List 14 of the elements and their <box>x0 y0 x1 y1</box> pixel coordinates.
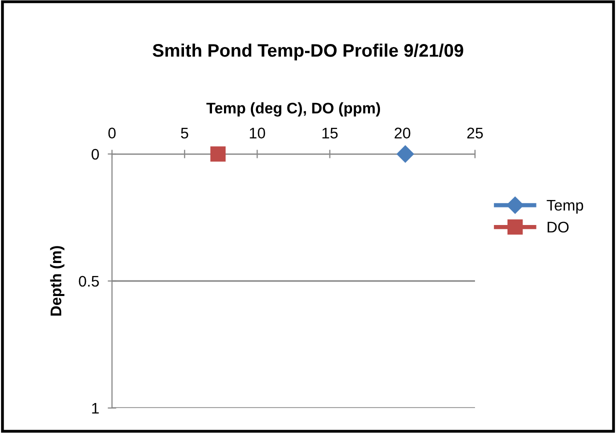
chart-title: Smith Pond Temp-DO Profile 9/21/09 <box>152 44 464 60</box>
x-tick-label: 5 <box>180 128 188 138</box>
y-axis-title: Depth (m) <box>50 246 64 316</box>
x-tick-label: 10 <box>250 128 266 138</box>
x-tick-label: 15 <box>322 128 338 138</box>
y-tick-label: 0.5 <box>78 276 99 287</box>
legend-label: DO <box>548 222 569 233</box>
x-axis-title: Temp (deg C), DO (ppm) <box>206 102 380 117</box>
x-tick-label: 20 <box>394 128 410 138</box>
x-tick-label: 25 <box>467 128 483 138</box>
legend-label: Temp <box>546 200 584 214</box>
x-tick-label: 0 <box>108 128 116 138</box>
y-tick-label: 1 <box>92 403 99 414</box>
y-tick-label: 0 <box>92 148 99 160</box>
